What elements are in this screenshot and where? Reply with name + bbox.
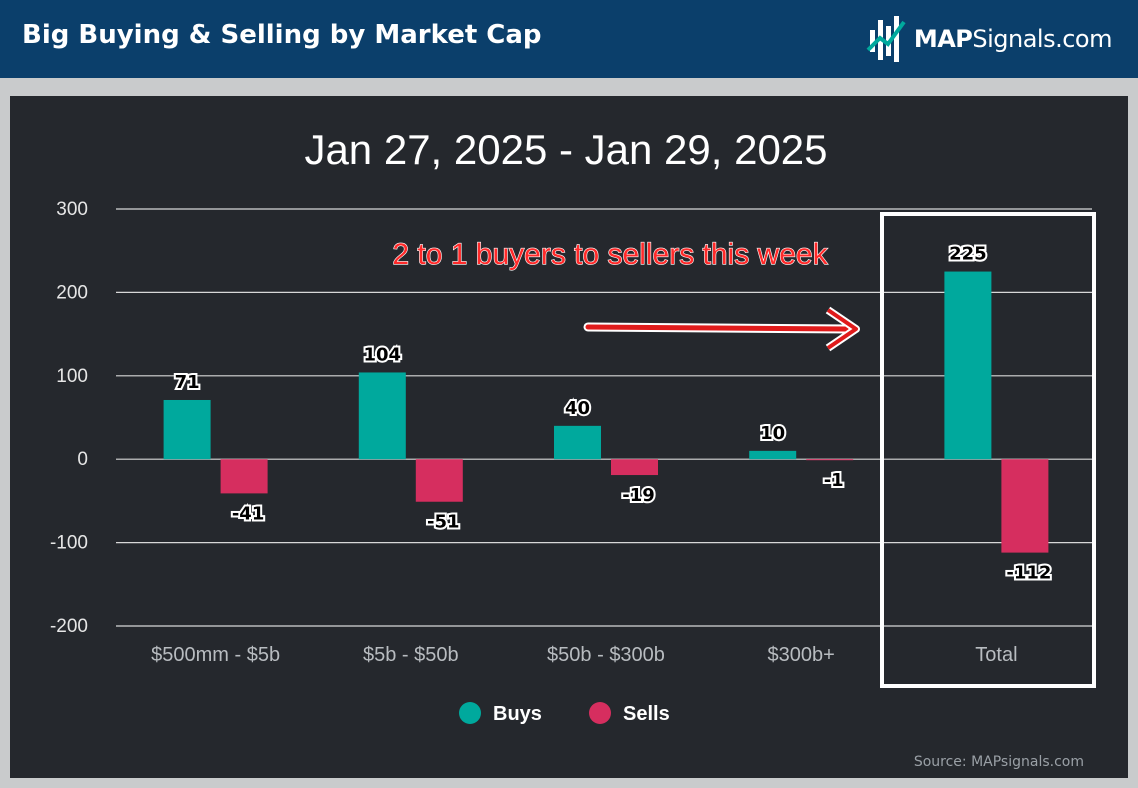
header-bar: Big Buying & Selling by Market Cap MAPSi…	[0, 0, 1138, 78]
bar-buys-2	[554, 425, 601, 460]
data-label-buys-3: 10	[760, 423, 785, 444]
bar-sells-2	[611, 459, 658, 476]
brand-logo: MAPSignals.com	[866, 12, 1112, 66]
y-tick-label: 300	[56, 199, 88, 220]
x-tick-label: Total	[975, 644, 1017, 666]
page-title: Big Buying & Selling by Market Cap	[22, 20, 542, 50]
x-tick-label: $300b+	[768, 644, 835, 666]
arrow-head-core	[826, 308, 858, 350]
data-label-buys-0: 71	[175, 372, 200, 393]
bar-sells-1	[415, 459, 463, 502]
legend: Buys Sells	[459, 702, 670, 725]
total-highlight-box	[880, 212, 1096, 688]
y-tick-label: 200	[56, 282, 88, 303]
bar-sells-3	[806, 459, 854, 461]
bar-buys-3	[749, 450, 797, 460]
data-label-buys-2: 40	[565, 398, 590, 419]
legend-swatch-sells	[589, 702, 611, 724]
legend-label-sells: Sells	[623, 703, 670, 725]
data-label-buys-4: 225	[949, 244, 987, 265]
legend-swatch-buys	[459, 702, 481, 724]
legend-label-buys: Buys	[493, 703, 542, 725]
x-tick-label: $500mm - $5b	[151, 644, 280, 666]
annotation-arrow-core	[585, 324, 849, 332]
logo-text: MAPSignals.com	[913, 25, 1113, 53]
y-tick-label: 100	[56, 366, 88, 387]
data-label-sells-4: -112	[1006, 563, 1051, 584]
logo-mark-icon	[866, 16, 906, 62]
chart-panel: Jan 27, 2025 - Jan 29, 2025 300 200 100 0 -1…	[10, 96, 1128, 778]
data-label-sells-3: -1	[824, 470, 844, 491]
x-tick-label: $5b - $50b	[363, 644, 459, 666]
bar-buys-4	[944, 271, 992, 460]
y-tick-label: 0	[77, 449, 88, 470]
data-label-sells-2: -19	[622, 485, 655, 506]
bar-buys-0	[163, 399, 211, 460]
y-tick-label: -200	[50, 616, 88, 637]
bar-sells-4	[1001, 459, 1049, 553]
data-label-sells-0: -41	[232, 503, 265, 524]
annotation-text: 2 to 1 buyers to sellers this week	[392, 238, 828, 271]
data-label-sells-1: -51	[427, 512, 460, 533]
chart-title: Jan 27, 2025 - Jan 29, 2025	[304, 126, 827, 173]
x-tick-label: $50b - $300b	[547, 644, 665, 666]
data-label-buys-1: 104	[364, 344, 402, 365]
bar-buys-1	[358, 372, 406, 460]
bar-chart: Jan 27, 2025 - Jan 29, 2025 300 200 100 0 -1…	[50, 126, 1096, 725]
source-note: Source: MAPsignals.com	[913, 754, 1084, 770]
bar-sells-0	[220, 459, 268, 494]
y-tick-label: -100	[50, 533, 88, 554]
